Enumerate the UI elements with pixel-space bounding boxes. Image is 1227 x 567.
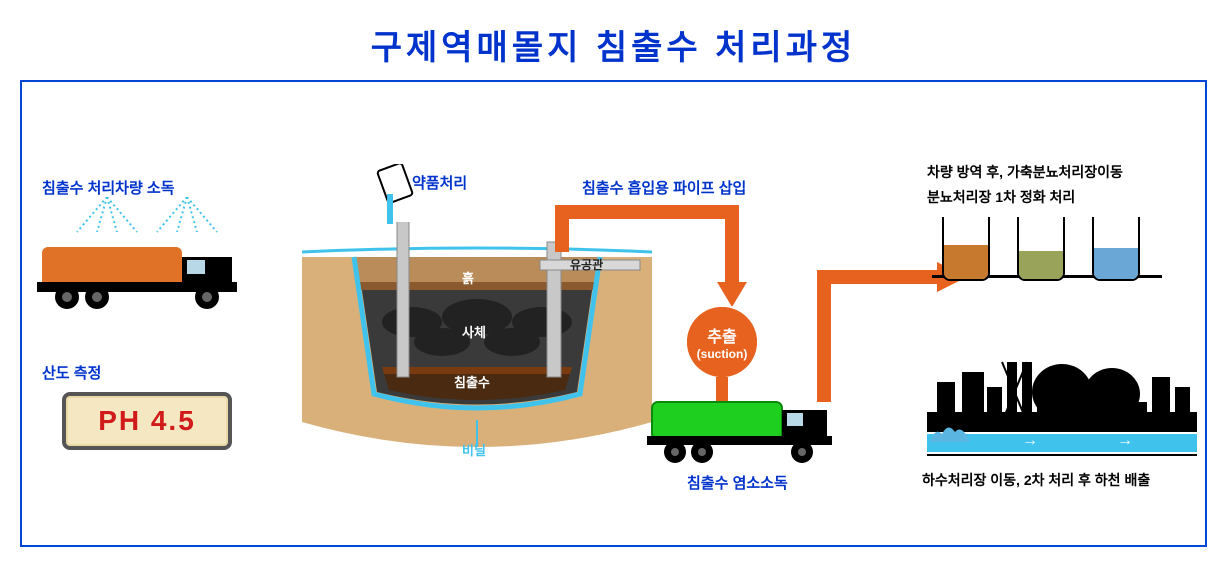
label-pit-leach: 침출수: [454, 372, 490, 391]
flow-arrow-1: →: [1022, 432, 1038, 450]
badge-text-en: (suction): [697, 347, 748, 361]
tanks-group: [932, 217, 1172, 297]
arrow-pit-to-truck: [552, 197, 782, 397]
page-title: 구제역매몰지 침출수 처리과정: [0, 0, 1227, 81]
diagram-panel: 침출수 처리차량 소독 산도 측정 PH 4.5 약품처리: [20, 80, 1207, 547]
suction-badge: 추출 (suction): [687, 307, 757, 377]
tank-1: [942, 217, 990, 281]
label-pit-body: 사체: [462, 322, 486, 341]
water-baseline: [927, 454, 1197, 456]
tank-3: [1092, 217, 1140, 281]
label-pit-vinyl: 비닐: [462, 440, 486, 459]
ph-meter: PH 4.5: [62, 392, 232, 450]
label-chem: 약품처리: [412, 172, 467, 193]
truck-orange-icon: [37, 232, 257, 312]
label-move2: 분뇨처리장 1차 정화 처리: [927, 187, 1075, 207]
label-move1: 차량 방역 후, 가축분뇨처리장이동: [927, 162, 1123, 182]
label-pit-soil: 흙: [462, 268, 474, 287]
bottle-icon: [367, 164, 417, 224]
spray-icon: [47, 197, 247, 237]
flow-arrow-2: →: [1117, 432, 1133, 450]
label-disinfect-truck: 침출수 처리차량 소독: [42, 177, 175, 198]
label-chlorine: 침출수 염소소독: [687, 472, 788, 493]
badge-text-ko: 추출: [707, 323, 736, 347]
label-ph-title: 산도 측정: [42, 362, 101, 383]
sludge-icon: [930, 422, 970, 442]
label-pipe-insert: 침출수 흡입용 파이프 삽입: [582, 177, 746, 198]
label-sewage: 하수처리장 이동, 2차 처리 후 하천 배출: [922, 470, 1150, 490]
tank-2: [1017, 217, 1065, 281]
